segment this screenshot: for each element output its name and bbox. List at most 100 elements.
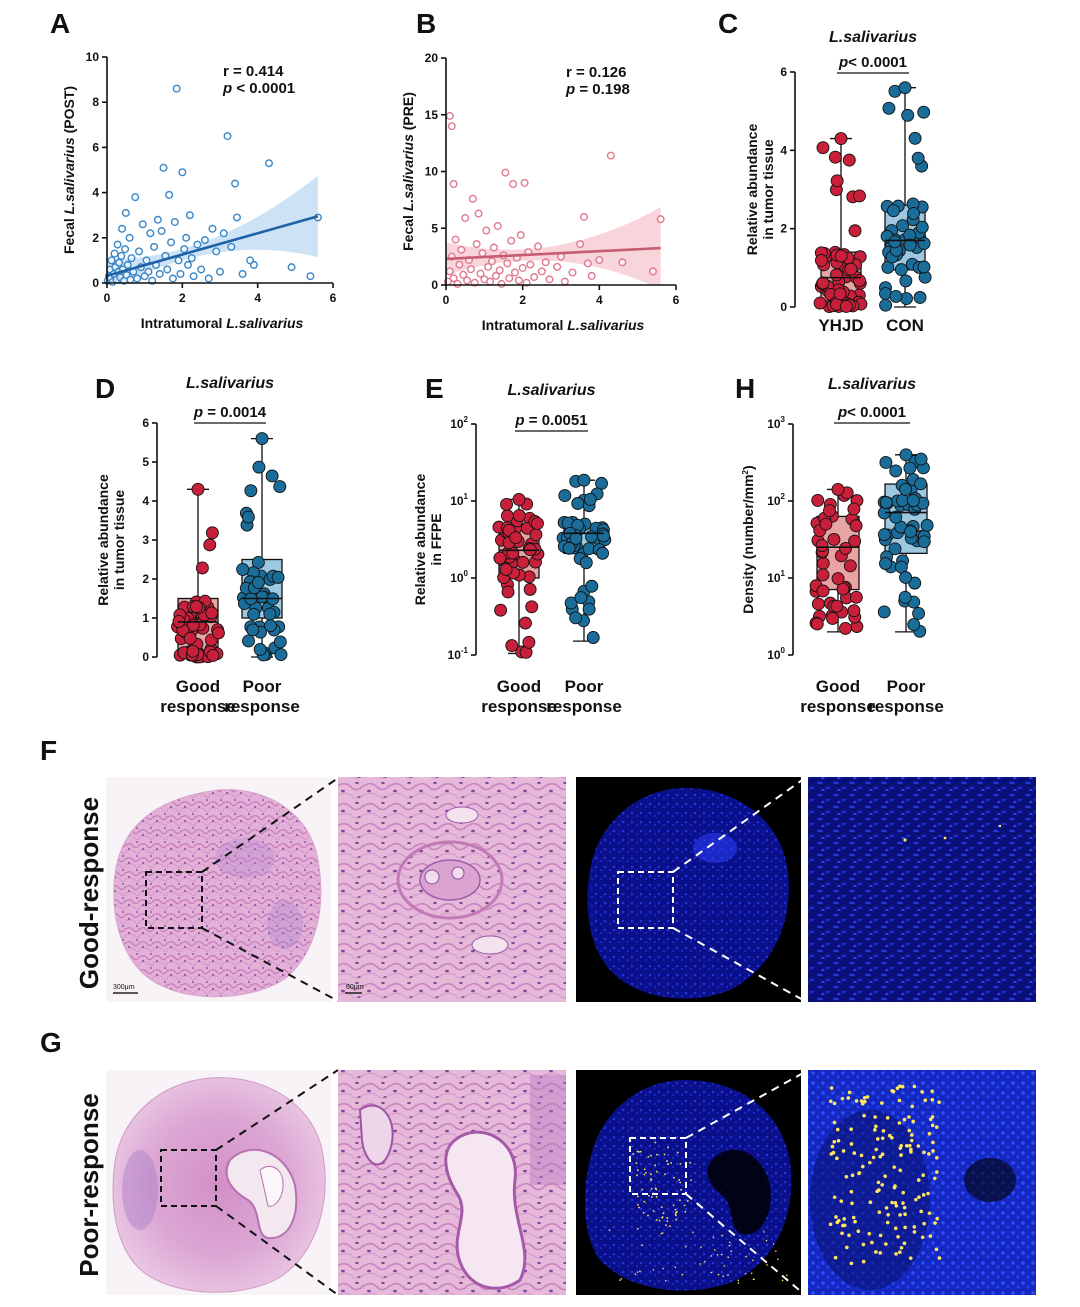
signal-dot	[860, 1164, 865, 1169]
data-point	[847, 604, 861, 618]
signal-dot	[834, 1215, 838, 1219]
signal-dot	[712, 1236, 715, 1239]
signal-dot	[676, 1210, 678, 1213]
data-point	[509, 531, 523, 545]
zoom-lines-poor-he	[215, 1069, 339, 1296]
data-point	[195, 561, 209, 575]
data-point	[882, 101, 896, 115]
data-point	[913, 291, 927, 304]
data-point	[174, 256, 183, 265]
data-point-max	[831, 483, 845, 496]
signal-dot	[652, 1269, 655, 1271]
x-tick-label: 6	[673, 293, 680, 307]
data-point	[115, 258, 124, 267]
data-point	[816, 276, 830, 290]
data-point	[849, 590, 863, 604]
signal-dot	[902, 1205, 907, 1210]
signal-dot	[920, 1090, 924, 1094]
panel-letter-e: E	[425, 373, 444, 404]
data-point	[500, 497, 513, 511]
data-point	[516, 231, 525, 240]
signal-dot	[666, 1217, 668, 1219]
signal-dot	[655, 1170, 658, 1173]
data-point	[879, 496, 893, 509]
chart-title: L.salivarius	[828, 376, 916, 393]
signal-dot	[830, 1144, 835, 1149]
signal-dot	[867, 1231, 872, 1236]
signal-dot	[900, 1084, 905, 1089]
regression-line	[445, 246, 661, 261]
data-point	[571, 497, 585, 510]
signal-dot	[717, 1273, 720, 1276]
data-point	[159, 163, 168, 172]
signal-dot	[937, 1100, 941, 1104]
signal-dot	[854, 1099, 859, 1103]
data-point	[153, 215, 162, 224]
signal-dot	[875, 1137, 880, 1141]
data-point	[183, 260, 192, 269]
signal-dot	[880, 1152, 885, 1157]
signal-dot	[662, 1267, 664, 1270]
data-point	[451, 235, 460, 244]
data-point	[917, 535, 931, 549]
data-point	[449, 274, 458, 283]
signal-dot	[766, 1264, 768, 1266]
x-tick-label: 0	[104, 291, 111, 305]
signal-dot	[937, 1256, 942, 1260]
data-point	[558, 489, 572, 503]
regression-line	[106, 215, 319, 278]
signal-dot	[672, 1204, 675, 1207]
signal-dot	[861, 1242, 866, 1247]
signal-dot	[781, 1279, 784, 1282]
y-tick-label: 101	[767, 569, 785, 585]
signal-dot	[934, 1247, 939, 1252]
data-point	[887, 204, 900, 218]
signal-dot	[901, 1190, 905, 1195]
roi-box-good-fl	[617, 871, 674, 929]
signal-dot	[890, 1089, 894, 1093]
signal-dot	[916, 1144, 921, 1148]
signal-dot	[878, 1233, 883, 1238]
data-point	[585, 579, 599, 593]
signal-dot	[859, 1099, 864, 1103]
data-point	[526, 260, 535, 269]
data-point	[232, 213, 241, 222]
data-point	[849, 519, 863, 533]
data-point	[205, 526, 219, 540]
data-point	[206, 649, 220, 662]
data-point	[125, 233, 134, 242]
signal-dot	[637, 1195, 639, 1198]
panel-letter-h: H	[735, 373, 755, 404]
data-point	[847, 502, 861, 516]
y-tick-label: 10	[425, 165, 439, 179]
signal-dot	[752, 1259, 754, 1262]
x-tick-label: 2	[519, 293, 526, 307]
signal-dot	[886, 1212, 890, 1217]
data-point	[251, 555, 265, 569]
signal-dot	[935, 1155, 939, 1160]
signal-dot	[772, 1243, 775, 1245]
data-point	[516, 555, 530, 569]
data-point	[193, 240, 202, 249]
signal-dot	[675, 1218, 678, 1221]
fluorescence-zoom-poor	[808, 1070, 1036, 1295]
signal-dot	[909, 1133, 914, 1137]
data-point	[466, 265, 475, 274]
signal-dot	[720, 1253, 723, 1256]
data-point	[135, 247, 144, 256]
signal-dot	[737, 1279, 740, 1282]
signal-dot	[645, 1171, 647, 1174]
signal-dot	[870, 1240, 874, 1245]
data-point	[236, 562, 250, 576]
y-tick-label: 1	[142, 611, 149, 625]
p-value: p = 0.0051	[514, 412, 587, 429]
signal-dot	[619, 1279, 621, 1281]
data-point	[491, 271, 500, 280]
y-tick-label: 100	[767, 646, 785, 662]
signal-dot	[679, 1162, 682, 1165]
y-tick-label: 5	[431, 221, 438, 235]
signal-dot	[765, 1239, 768, 1242]
signal-dot	[908, 1143, 912, 1148]
signal-dot	[676, 1151, 679, 1154]
data-point	[814, 253, 828, 267]
